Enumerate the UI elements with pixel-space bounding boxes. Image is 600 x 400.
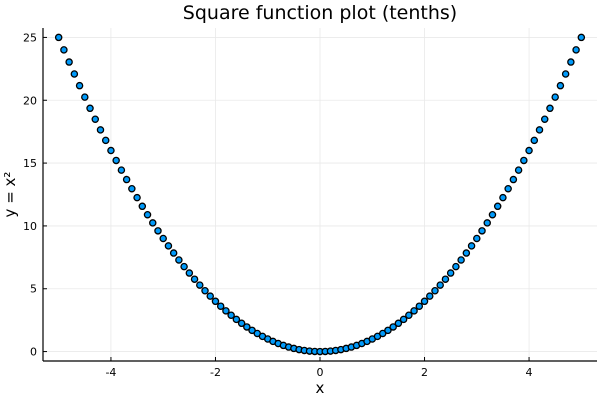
data-point	[138, 202, 147, 211]
x-tick-label: 0	[317, 366, 324, 379]
data-point	[389, 323, 397, 331]
data-point	[149, 219, 157, 227]
data-point	[117, 166, 126, 174]
y-tick-label: 10	[23, 220, 37, 233]
data-point	[190, 275, 199, 283]
data-point	[154, 227, 162, 235]
data-point	[540, 115, 549, 123]
data-point	[122, 175, 131, 184]
data-point	[483, 219, 491, 227]
data-point	[169, 249, 178, 257]
data-point	[159, 234, 167, 243]
data-point	[525, 146, 533, 155]
data-point	[237, 319, 246, 328]
data-point	[467, 242, 476, 250]
x-axis-label: x	[316, 379, 325, 397]
data-point	[91, 115, 100, 123]
data-point	[378, 329, 387, 338]
x-tick-label: 4	[526, 366, 533, 379]
data-point	[561, 70, 570, 78]
y-tick-label: 5	[30, 283, 37, 296]
tick-labels: -4 -2 0 2 4 0 5 10 15 20 25	[23, 31, 533, 379]
data-point	[546, 104, 554, 113]
data-point	[535, 126, 544, 134]
data-point	[201, 287, 209, 295]
y-tick-label: 15	[23, 157, 37, 170]
data-point	[514, 166, 523, 174]
data-point	[112, 156, 120, 165]
data-point	[462, 249, 471, 257]
data-point	[488, 210, 497, 219]
data-point	[175, 256, 183, 264]
data-point	[65, 58, 73, 66]
data-point	[86, 104, 94, 113]
data-point	[577, 33, 586, 42]
data-point	[520, 156, 528, 165]
data-point	[567, 58, 575, 66]
data-point	[478, 227, 486, 235]
y-tick-label: 0	[30, 346, 37, 359]
data-point	[394, 319, 403, 328]
data-point	[227, 311, 235, 320]
data-point	[54, 33, 63, 42]
y-tick-label: 20	[23, 94, 37, 107]
data-point	[572, 46, 580, 54]
data-point	[556, 81, 565, 90]
y-tick-label: 25	[23, 31, 37, 44]
data-point	[504, 184, 512, 193]
data-point	[473, 234, 481, 243]
data-point	[128, 184, 136, 193]
x-tick-label: 2	[421, 366, 428, 379]
data-point	[243, 323, 251, 331]
data-point	[232, 315, 241, 324]
chart-title: Square function plot (tenths)	[183, 2, 457, 24]
data-point	[70, 70, 79, 78]
data-point	[530, 136, 539, 145]
data-point	[60, 46, 68, 54]
data-point	[509, 175, 518, 184]
data-point	[446, 269, 455, 277]
data-point	[196, 281, 204, 289]
data-point	[441, 275, 450, 283]
data-point	[551, 93, 559, 101]
data-point	[384, 326, 392, 335]
data-point	[133, 193, 141, 202]
data-point	[248, 326, 256, 335]
data-point	[410, 307, 418, 315]
x-tick-label: -4	[105, 366, 116, 379]
data-point	[457, 256, 465, 264]
data-point	[180, 262, 188, 271]
data-point	[431, 287, 439, 295]
data-point	[436, 281, 444, 289]
data-point	[75, 81, 84, 90]
data-point	[452, 262, 460, 271]
data-point	[216, 302, 225, 310]
data-point	[415, 302, 424, 310]
data-point	[399, 315, 408, 324]
data-point	[107, 146, 115, 155]
data-point	[164, 242, 173, 250]
data-point	[426, 292, 434, 300]
data-point	[222, 307, 230, 315]
data-point	[206, 292, 214, 300]
data-point	[493, 202, 502, 211]
data-point	[420, 297, 429, 306]
x-tick-label: -2	[210, 366, 221, 379]
data-point	[143, 210, 152, 219]
data-point	[101, 136, 110, 145]
data-point	[96, 126, 105, 134]
data-point	[185, 269, 194, 277]
data-point	[81, 93, 89, 101]
data-point	[405, 311, 413, 320]
data-point	[211, 297, 220, 306]
grid-lines	[43, 28, 597, 361]
y-axis-label: y = x²	[1, 172, 19, 218]
data-point	[499, 193, 507, 202]
data-points	[54, 33, 586, 356]
